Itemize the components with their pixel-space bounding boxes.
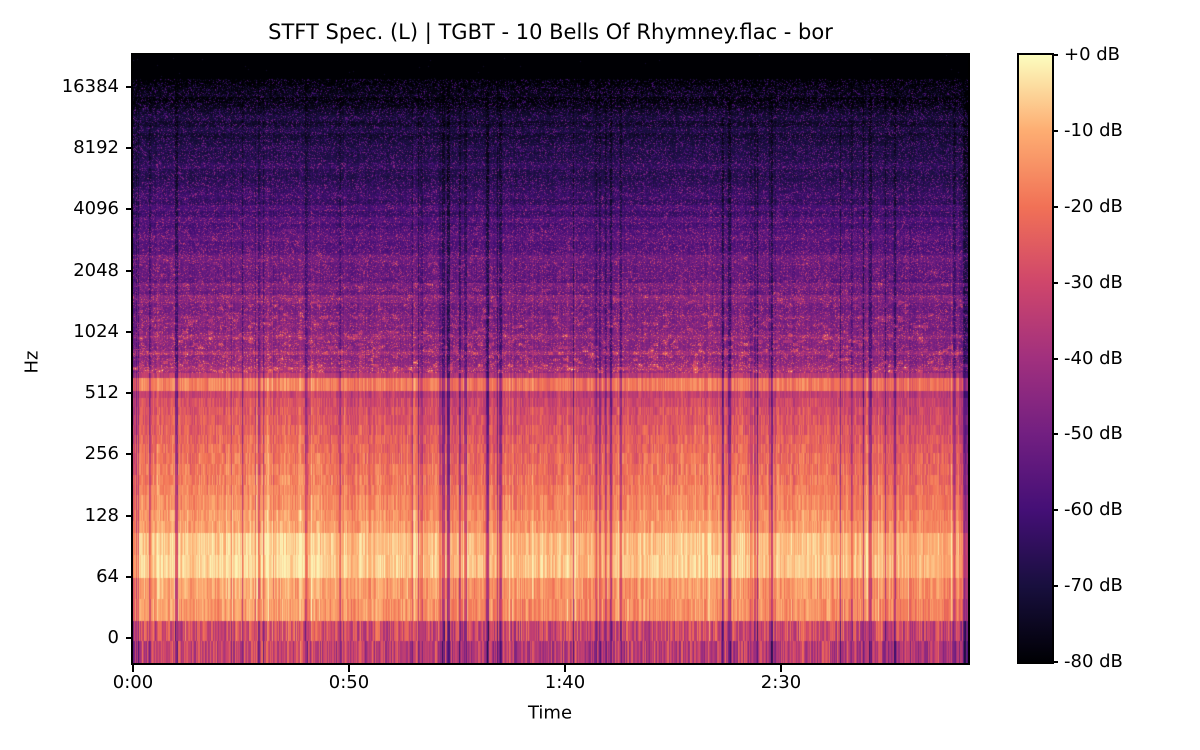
y-tick-label: 16384 [61,76,119,97]
y-tick-label: 2048 [73,259,119,281]
x-tick-label: 0:00 [112,672,154,693]
y-tick-mark [126,330,133,333]
colorbar-tick-mark [1052,205,1058,208]
y-tick-label: 8192 [73,137,119,159]
x-axis-label: Time [527,702,573,724]
colorbar-tick-mark [1052,129,1058,132]
colorbar-tick-label: -50 dB [1064,423,1123,445]
colorbar-tick-label: -20 dB [1064,195,1123,217]
x-tick-label: 0:50 [328,672,370,693]
y-tick-mark [126,86,133,88]
plot-title: STFT Spec. (L) | TGBT - 10 Bells Of Rhym… [268,20,833,44]
y-tick-label: 0 [107,626,119,648]
colorbar-tick-mark [1052,585,1058,588]
colorbar-tick-label: -40 dB [1064,347,1123,369]
colorbar-tick-label: -70 dB [1064,575,1123,597]
y-tick-mark [126,269,133,272]
colorbar-gradient [1019,55,1052,662]
colorbar-tick-label: +0 dB [1064,44,1121,65]
y-tick-mark [126,636,133,639]
y-tick-mark [126,514,133,517]
colorbar-tick-label: -80 dB [1064,651,1123,672]
y-tick-label: 4096 [73,198,119,220]
x-tick-mark [564,665,566,672]
colorbar-tick-mark [1052,661,1058,663]
colorbar-tick-mark [1052,433,1058,436]
colorbar-tick-mark [1052,54,1058,56]
y-tick-mark [126,208,133,211]
colorbar-tick-label: -60 dB [1064,499,1123,521]
colorbar [1017,53,1054,664]
spectrogram-image [133,55,968,663]
y-tick-mark [126,453,133,456]
y-tick-label: 512 [84,382,119,404]
colorbar-tick-label: -30 dB [1064,271,1123,293]
x-tick-mark [132,665,134,672]
y-axis-label: Hz [21,350,43,374]
y-tick-label: 1024 [73,320,119,342]
y-tick-label: 64 [96,565,119,587]
colorbar-tick-label: -10 dB [1064,119,1123,141]
plot-area [131,53,970,665]
x-tick-label: 1:40 [544,672,586,693]
x-tick-mark [348,665,350,672]
colorbar-tick-mark [1052,509,1058,512]
x-tick-label: 2:30 [760,672,802,693]
y-tick-mark [126,147,133,150]
y-tick-label: 128 [84,504,119,526]
y-tick-mark [126,575,133,578]
y-tick-label: 256 [84,443,119,465]
x-tick-mark [780,665,782,672]
y-tick-mark [126,392,133,395]
colorbar-tick-mark [1052,357,1058,360]
colorbar-tick-mark [1052,281,1058,284]
